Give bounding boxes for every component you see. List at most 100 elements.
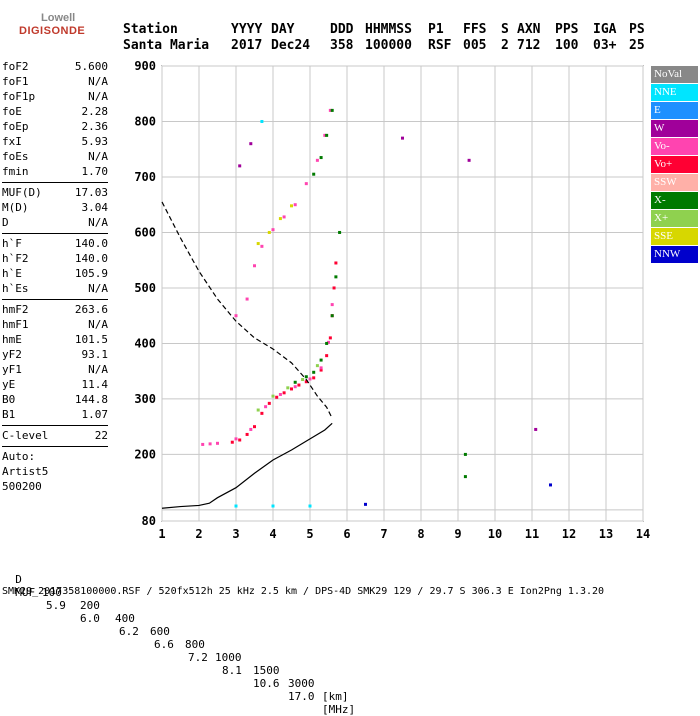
x-tick-label: 4 [269, 527, 276, 541]
plot-frame [161, 65, 644, 522]
param-row: fmin 1.70 [2, 165, 108, 180]
data-point [238, 164, 242, 168]
logo-line1: Lowell [41, 12, 76, 24]
data-point [308, 504, 312, 508]
data-point [308, 377, 312, 381]
y-tick-label: 200 [134, 447, 156, 461]
param-value: N/A [88, 282, 108, 295]
data-point [256, 242, 260, 246]
param-value: 11.4 [81, 378, 109, 391]
param-group-muf: MUF(D) 17.03 M(D) 3.04 D N/A [2, 186, 108, 231]
header-value: 03+ [593, 38, 617, 53]
data-point [230, 440, 234, 444]
header-label: YYYY [231, 22, 263, 37]
scaled-parameters-panel: foF2 5.600 foF1 N/A foF1p N/A foE 2.28 foEp 2… [2, 60, 108, 495]
data-point [328, 108, 332, 112]
data-point [253, 264, 256, 268]
param-key: foF1p [2, 90, 36, 103]
x-tick-label: 8 [417, 527, 424, 541]
muf-cell: 10.6 [253, 677, 280, 690]
data-point [312, 376, 316, 380]
header-label: DDD [330, 22, 354, 37]
param-key: hmF1 [2, 318, 29, 331]
data-point [319, 366, 323, 370]
muf-cell: 17.0 [288, 690, 315, 703]
param-value: 2.28 [81, 105, 109, 118]
param-value: 105.9 [74, 267, 108, 280]
data-point [260, 411, 264, 415]
data-point [234, 314, 238, 318]
header-value: 2 [501, 38, 509, 53]
param-key: D [2, 216, 9, 229]
muf-row-label: MUF [15, 586, 36, 599]
param-key: h`F2 [2, 252, 29, 265]
data-point [249, 142, 253, 146]
param-row: M(D) 3.04 [2, 201, 108, 216]
param-value: 263.6 [74, 303, 108, 316]
x-tick-label: 12 [562, 527, 576, 541]
data-point [330, 314, 334, 318]
data-point [290, 387, 293, 391]
data-point [260, 119, 264, 123]
data-point [286, 386, 290, 390]
muf-cell: 800 [185, 638, 205, 651]
param-value: N/A [88, 216, 108, 229]
data-point [301, 378, 305, 382]
param-value: 2.36 [81, 120, 109, 133]
polarization-legend: NoVal NNE E W Vo- Vo+ SSW X- X+ SSE NNW [651, 66, 698, 264]
electron-density-profile [161, 422, 333, 509]
auto-line: Artist5 [2, 465, 49, 478]
auto-line: Auto: [2, 450, 36, 463]
auto-line: 500200 [2, 480, 42, 493]
y-tick-label: 300 [134, 392, 156, 406]
muf-cell: 8.1 [222, 664, 242, 677]
header-row-values: Santa Maria 2017 Dec24 358 100000 RSF 00… [123, 38, 645, 233]
data-point [253, 425, 256, 429]
header-value: 358 [330, 38, 354, 53]
data-point [304, 375, 308, 379]
legend-item: NoVal [651, 66, 698, 83]
param-key: hmF2 [2, 303, 29, 316]
data-point [325, 354, 329, 358]
data-point [290, 204, 293, 208]
param-key: fmin [2, 165, 29, 178]
header-label: AXN [517, 22, 541, 37]
param-group-c-level: C-level 22 [2, 429, 108, 444]
chart-curves [161, 201, 333, 509]
header-value: Santa Maria [123, 38, 210, 53]
y-tick-label: 500 [134, 281, 156, 295]
param-row: foF1 N/A [2, 75, 108, 90]
param-key: yF2 [2, 348, 22, 361]
param-row: fxI 5.93 [2, 135, 108, 150]
data-point [463, 475, 467, 479]
muf-cell: 6.0 [80, 612, 100, 625]
data-point [245, 297, 249, 301]
data-point [201, 442, 205, 446]
param-value: 22 [94, 429, 108, 442]
header-value: 100000 [365, 38, 412, 53]
muf-cell: 5.9 [46, 599, 66, 612]
muf-cell: 3000 [288, 677, 315, 690]
param-key: yF1 [2, 363, 22, 376]
chart-axes: 1 2 3 4 5 6 7 8 9 10 11 12 13 14802003004005006007008… [134, 59, 650, 541]
param-group-critical-frequencies: foF2 5.600 foF1 N/A foF1p N/A foE 2.28 foEp 2… [2, 60, 108, 180]
param-value: 17.03 [74, 186, 108, 199]
data-point [293, 203, 297, 207]
data-point [364, 502, 367, 506]
param-value: N/A [88, 90, 108, 103]
muf-unit: [MHz] [322, 703, 356, 716]
data-point [278, 217, 282, 221]
param-row: hmF1 N/A [2, 318, 108, 333]
param-row: foEs N/A [2, 150, 108, 165]
y-tick-label: 80 [142, 514, 156, 528]
legend-item: Vo+ [651, 156, 698, 173]
header-value: 25 [629, 38, 645, 53]
data-point [264, 405, 268, 409]
param-key: M(D) [2, 201, 29, 214]
data-point [238, 438, 242, 442]
legend-item: NNE [651, 84, 698, 101]
data-point [271, 228, 275, 232]
data-point [267, 230, 271, 234]
x-tick-label: 9 [454, 527, 461, 541]
muf-cell: 1000 [215, 651, 242, 664]
